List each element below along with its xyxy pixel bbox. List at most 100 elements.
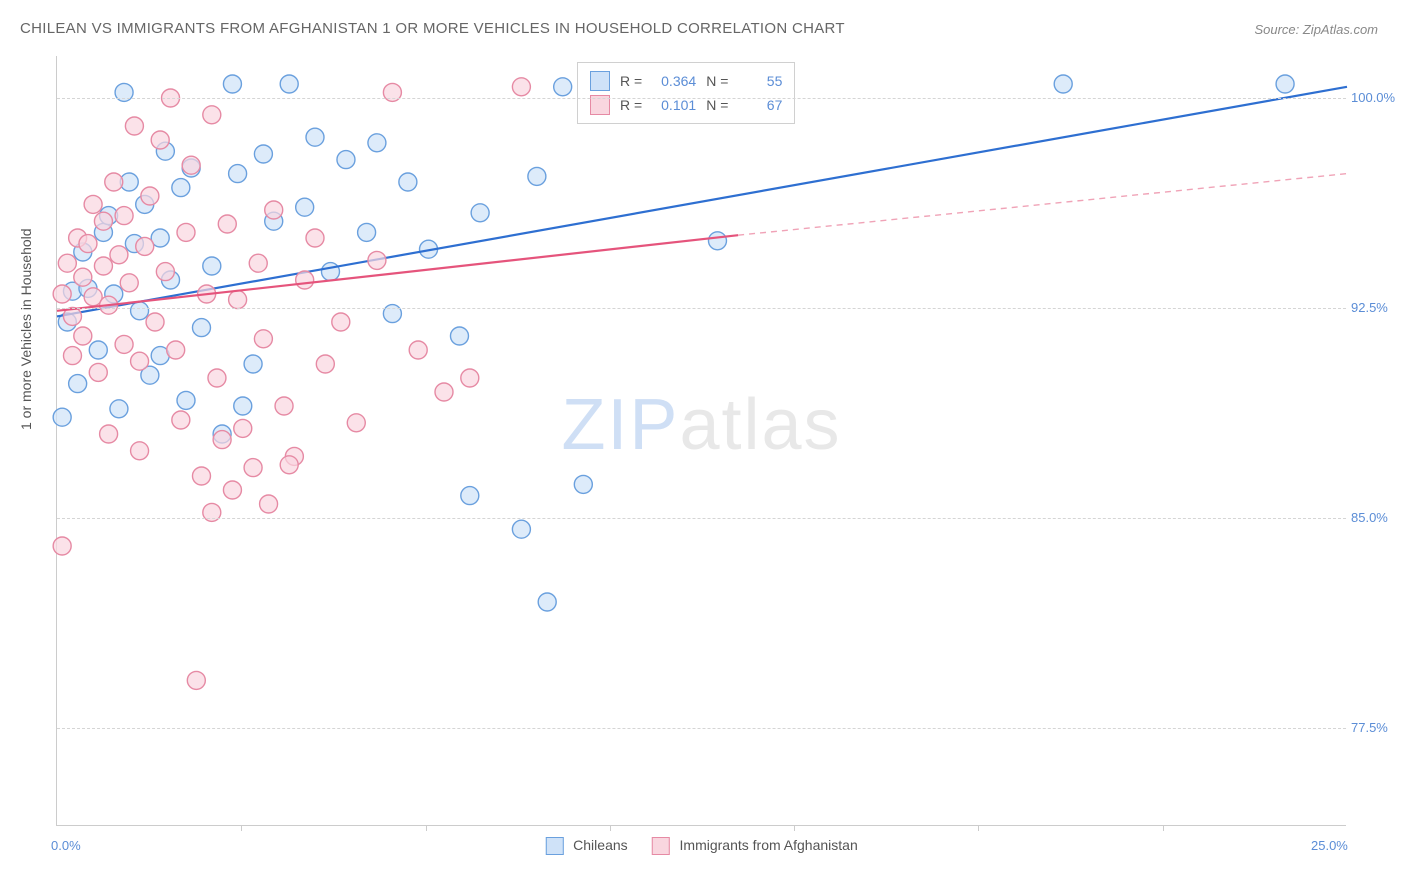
scatter-point: [275, 397, 293, 415]
scatter-point: [167, 341, 185, 359]
legend-label-afghanistan: Immigrants from Afghanistan: [680, 837, 858, 853]
y-axis-label: 1 or more Vehicles in Household: [18, 228, 34, 430]
scatter-point: [538, 593, 556, 611]
scatter-point: [115, 335, 133, 353]
scatter-svg: [57, 56, 1346, 825]
legend-bottom: Chileans Immigrants from Afghanistan: [545, 837, 857, 855]
scatter-point: [208, 369, 226, 387]
scatter-point: [528, 167, 546, 185]
scatter-point: [110, 246, 128, 264]
scatter-point: [321, 263, 339, 281]
scatter-point: [512, 78, 530, 96]
scatter-point: [151, 131, 169, 149]
y-tick-label: 100.0%: [1351, 90, 1406, 105]
scatter-point: [74, 327, 92, 345]
scatter-point: [79, 235, 97, 253]
scatter-point: [337, 151, 355, 169]
scatter-point: [244, 459, 262, 477]
scatter-point: [368, 134, 386, 152]
scatter-point: [234, 397, 252, 415]
r-value-chileans: 0.364: [652, 69, 696, 93]
scatter-point: [131, 302, 149, 320]
scatter-point: [249, 254, 267, 272]
scatter-point: [708, 232, 726, 250]
scatter-point: [471, 204, 489, 222]
swatch-chileans: [590, 71, 610, 91]
stats-row-afghanistan: R = 0.101 N = 67: [590, 93, 782, 117]
scatter-point: [115, 207, 133, 225]
scatter-point: [172, 411, 190, 429]
scatter-point: [131, 352, 149, 370]
x-tick-mark: [978, 825, 979, 831]
x-tick-mark: [1163, 825, 1164, 831]
scatter-point: [254, 145, 272, 163]
gridline-h: [57, 98, 1346, 99]
scatter-point: [146, 313, 164, 331]
scatter-point: [265, 201, 283, 219]
scatter-point: [110, 400, 128, 418]
scatter-point: [187, 671, 205, 689]
x-tick-mark: [610, 825, 611, 831]
legend-swatch-chileans: [545, 837, 563, 855]
n-value-chileans: 55: [738, 69, 782, 93]
scatter-point: [89, 341, 107, 359]
scatter-point: [63, 347, 81, 365]
x-tick-mark: [794, 825, 795, 831]
r-label: R =: [620, 93, 642, 117]
scatter-point: [105, 173, 123, 191]
scatter-point: [409, 341, 427, 359]
scatter-point: [131, 442, 149, 460]
scatter-point: [347, 414, 365, 432]
scatter-point: [94, 257, 112, 275]
scatter-point: [192, 467, 210, 485]
scatter-point: [223, 75, 241, 93]
scatter-point: [1276, 75, 1294, 93]
scatter-point: [125, 117, 143, 135]
scatter-point: [280, 75, 298, 93]
scatter-point: [172, 179, 190, 197]
n-label: N =: [706, 69, 728, 93]
chart-title: CHILEAN VS IMMIGRANTS FROM AFGHANISTAN 1…: [20, 20, 845, 37]
scatter-point: [332, 313, 350, 331]
trend-line: [738, 174, 1347, 236]
scatter-point: [358, 223, 376, 241]
scatter-point: [316, 355, 334, 373]
gridline-h: [57, 728, 1346, 729]
stats-legend-box: R = 0.364 N = 55 R = 0.101 N = 67: [577, 62, 795, 124]
scatter-point: [89, 363, 107, 381]
scatter-point: [296, 271, 314, 289]
scatter-point: [234, 419, 252, 437]
scatter-point: [94, 212, 112, 230]
scatter-point: [399, 173, 417, 191]
scatter-point: [554, 78, 572, 96]
scatter-point: [213, 431, 231, 449]
scatter-point: [574, 475, 592, 493]
scatter-point: [512, 520, 530, 538]
r-label: R =: [620, 69, 642, 93]
scatter-point: [368, 251, 386, 269]
y-tick-label: 85.0%: [1351, 510, 1406, 525]
x-tick-label: 0.0%: [51, 838, 81, 853]
scatter-point: [203, 106, 221, 124]
x-tick-mark: [241, 825, 242, 831]
scatter-point: [461, 487, 479, 505]
scatter-point: [136, 237, 154, 255]
scatter-point: [182, 156, 200, 174]
scatter-point: [84, 195, 102, 213]
scatter-point: [74, 268, 92, 286]
scatter-point: [203, 257, 221, 275]
x-tick-mark: [426, 825, 427, 831]
gridline-h: [57, 518, 1346, 519]
scatter-point: [120, 274, 138, 292]
n-label: N =: [706, 93, 728, 117]
r-value-afghanistan: 0.101: [652, 93, 696, 117]
source-attribution: Source: ZipAtlas.com: [1254, 22, 1378, 37]
scatter-point: [53, 408, 71, 426]
scatter-point: [1054, 75, 1072, 93]
legend-item-afghanistan: Immigrants from Afghanistan: [652, 837, 858, 855]
scatter-point: [229, 291, 247, 309]
chart-plot-area: ZIPatlas R = 0.364 N = 55 R = 0.101 N = …: [56, 56, 1346, 826]
scatter-point: [177, 391, 195, 409]
legend-item-chileans: Chileans: [545, 837, 627, 855]
stats-row-chileans: R = 0.364 N = 55: [590, 69, 782, 93]
